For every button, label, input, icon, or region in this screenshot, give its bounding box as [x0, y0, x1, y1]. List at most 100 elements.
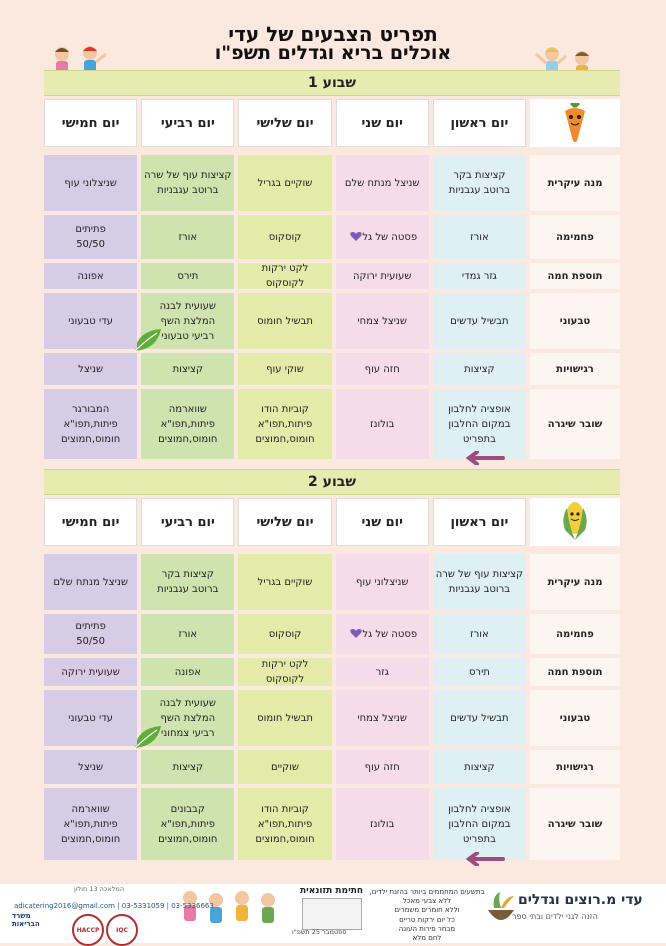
- week-1-label: שבוע 1: [308, 75, 356, 91]
- menu-cell: קציצות: [141, 750, 235, 784]
- menu-cell: קציצות: [432, 353, 526, 385]
- menu-item-text: אפונה: [77, 270, 104, 282]
- menu-item-text: שניצל: [78, 761, 104, 773]
- menu-item-text: קציצות: [172, 761, 204, 773]
- menu-cell: גזר גמדי: [432, 263, 526, 289]
- menu-item-text: שניצל צמחי: [357, 315, 408, 327]
- meal-category-label: פחמימה: [530, 215, 620, 259]
- menu-cell: קציצות עוף של שרה ברוטב עגבניות: [432, 554, 526, 610]
- menu-item-text: שוקיים בגריל: [257, 177, 313, 189]
- meal-category-label: טבעוני: [530, 690, 620, 746]
- menu-cell: שניצלוני עוף: [44, 155, 138, 211]
- menu-cell: פתיתים 50/50: [44, 215, 138, 259]
- menu-cell: שוקיים בגריל: [238, 554, 332, 610]
- day-header: יום שלישי: [238, 498, 332, 546]
- menu-cell: אורז: [432, 215, 526, 259]
- signature-stamp: [302, 898, 362, 930]
- menu-item-text: תבשיל חומוס: [257, 315, 313, 327]
- haccp-badge: HACCP: [72, 914, 104, 946]
- meal-category-label: תוספת חמה: [530, 263, 620, 289]
- heart-icon: [347, 230, 363, 245]
- menu-cell: פתיתים 50/50: [44, 614, 138, 654]
- corn-icon: [530, 498, 620, 546]
- menu-item-text: אפונה: [174, 666, 201, 678]
- menu-item-text: שניצלוני עוף: [64, 177, 117, 189]
- menu-item-text: קציצות: [464, 363, 495, 375]
- day-header: יום שלישי: [238, 99, 332, 147]
- menu-cell: אופציה לחלבון במקום החלבון בתפריט: [432, 788, 526, 866]
- menu-cell: חזה עוף: [335, 750, 429, 784]
- menu-item-text: תירס: [177, 270, 199, 282]
- menu-item-text: תבשיל עדשים: [450, 712, 509, 724]
- menu-cell: שניצל צמחי: [335, 293, 429, 349]
- menu-item-text: חזה עוף: [364, 363, 400, 375]
- menu-item-text: שעועית לבנה המלצת השף רביעי טבעוני: [159, 300, 216, 342]
- menu-cell: שווארמה פיתות,תפו"א חומוס,חמוצים: [141, 389, 235, 459]
- menu-item-text: קציצות עוף של שרה ברוטב עגבניות: [144, 170, 232, 196]
- menu-cell: המבורגר פיתות,תפו"א חומוס,חמוצים: [44, 389, 138, 459]
- menu-cell: תירס: [141, 263, 235, 289]
- menu-item-text: קציצות: [464, 761, 495, 773]
- menu-cell: שניצל: [44, 353, 138, 385]
- menu-item-text: פתיתים 50/50: [75, 621, 106, 647]
- footer-signature-title: חתימת תזונאית: [300, 886, 364, 896]
- menu-cell: קציצות בקר ברוטב עגבניות: [432, 155, 526, 211]
- menu-item-text: שניצלוני עוף: [355, 576, 409, 588]
- week-2-bar: שבוע 2: [44, 469, 620, 495]
- menu-cell: קוסקוס: [238, 614, 332, 654]
- menu-item-text: שעועית לבנה המלצת השף רביעי צמחוני: [159, 697, 216, 739]
- menu-item-text: קוביות הודו פיתות,תפו"א חומוס,חמוצים: [255, 803, 315, 845]
- menu-item-text: אורז: [178, 628, 198, 640]
- menu-cell: שווארמה פיתות,תפו"א חומוס,חמוצים: [44, 788, 138, 860]
- day-header: יום שני: [335, 99, 429, 147]
- week-1-table: יום ראשון יום שני יום שלישי יום רביעי יום חמ…: [44, 99, 620, 465]
- menu-cell: תבשיל עדשים: [432, 690, 526, 746]
- menu-cell: אורז: [141, 614, 235, 654]
- day-header: יום ראשון: [432, 498, 526, 546]
- menu-item-text: תבשיל עדשים: [450, 315, 509, 327]
- menu-cell: קציצות: [141, 353, 235, 385]
- menu-cell: שוקיים: [238, 750, 332, 784]
- menu-cell: גזר: [335, 658, 429, 686]
- menu-cell: שעועית ירוקה: [44, 658, 138, 686]
- menu-cell: עדי טבעוני: [44, 293, 138, 349]
- menu-cell: עדי טבעוני: [44, 690, 138, 746]
- menu-cell: שעועית ירוקה: [335, 263, 429, 289]
- menu-item-text: גזר גמדי: [461, 270, 497, 282]
- menu-cell: בולונז: [335, 389, 429, 459]
- menu-cell: שוקי עוף: [238, 353, 332, 385]
- menu-cell: תירס: [432, 658, 526, 686]
- day-header: יום שני: [335, 498, 429, 546]
- menu-item-text: קציצות בקר ברוטב עגבניות: [157, 569, 219, 595]
- menu-item-text: גזר: [375, 666, 389, 678]
- menu-cell: אפונה: [141, 658, 235, 686]
- ministry-of-health-logo: משרד הבריאות: [12, 912, 40, 928]
- menu-item-text: תבשיל חומוס: [257, 712, 313, 724]
- menu-item-text: קוסקוס: [268, 231, 302, 243]
- menu-cell: חזה עוף: [335, 353, 429, 385]
- menu-item-text: עדי טבעוני: [68, 315, 113, 327]
- menu-cell: קוסקוס: [238, 215, 332, 259]
- menu-item-text: בולונז: [370, 818, 395, 830]
- menu-cell: לקט ירקות לקוסקוס: [238, 263, 332, 289]
- footer-logo-tagline: הזנה לגני ילדים ובתי ספר: [512, 912, 598, 921]
- carrot-icon: [530, 99, 620, 147]
- menu-item-text: פסטה של גל: [362, 628, 418, 640]
- menu-item-text: קציצות בקר ברוטב עגבניות: [448, 170, 511, 196]
- menu-cell: שניצל צמחי: [335, 690, 429, 746]
- week-2-table: יום ראשון יום שני יום שלישי יום רביעי יום חמ…: [44, 498, 620, 866]
- menu-item-text: קבבונים פיתות,תפו"א חומוס,חמוצים: [158, 803, 218, 845]
- day-header: יום רביעי: [141, 99, 235, 147]
- menu-item-text: אורז: [470, 231, 489, 243]
- menu-item-text: שווארמה פיתות,תפו"א חומוס,חמוצים: [158, 403, 218, 445]
- footer-kids-illustration: [183, 891, 275, 923]
- day-header: יום ראשון: [432, 99, 526, 147]
- footer-contact: adicatering2016@gmail.com | 03-5331059 |…: [14, 902, 214, 910]
- menu-item-text: קציצות: [172, 363, 204, 375]
- menu-cell: אורז: [432, 614, 526, 654]
- meal-category-label: שובר שיגרה: [530, 788, 620, 860]
- footer-signature-date: ספטמבר 25 תשפ"ו: [292, 928, 347, 936]
- menu-item-text: שוקיים בגריל: [257, 576, 313, 588]
- menu-item-text: אופציה לחלבון במקום החלבון בתפריט: [448, 803, 511, 845]
- menu-item-text: קציצות עוף של שרה ברוטב עגבניות: [435, 569, 524, 595]
